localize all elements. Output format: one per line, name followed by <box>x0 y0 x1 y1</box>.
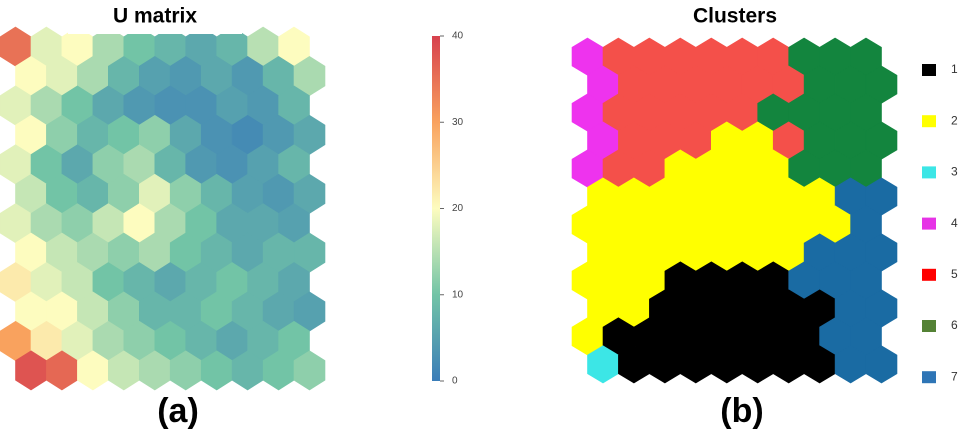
legend-label: 3 <box>951 165 958 179</box>
title-box <box>68 0 242 34</box>
legend-label: 6 <box>951 318 958 332</box>
legend-swatch <box>922 371 936 384</box>
clusters-title: Clusters <box>693 5 777 28</box>
legend-swatch <box>922 115 936 128</box>
colorbar <box>432 36 440 381</box>
legend: 1 2 3 4 5 6 7 <box>922 62 958 383</box>
tick-label: 0 <box>452 376 458 387</box>
u-matrix-title: U matrix <box>113 5 197 28</box>
panel-label: (b) <box>720 392 763 430</box>
tick-label: 30 <box>452 117 464 128</box>
cluster-map <box>571 37 898 384</box>
legend-label: 1 <box>951 62 958 76</box>
legend-swatch <box>922 217 936 230</box>
tick-label: 40 <box>452 31 464 42</box>
legend-label: 2 <box>951 113 958 127</box>
legend-swatch <box>922 320 936 332</box>
tick-label: 10 <box>452 289 464 300</box>
legend-swatch <box>922 166 936 179</box>
tick-label: 20 <box>452 203 464 214</box>
legend-swatch <box>922 268 936 281</box>
hex-cell <box>865 345 898 384</box>
hex-cell <box>293 350 326 391</box>
u-matrix-map <box>0 26 326 391</box>
legend-label: 5 <box>951 267 958 281</box>
legend-label: 4 <box>951 216 958 230</box>
legend-swatch <box>922 64 936 76</box>
colorbar-ticks: 0 10 20 30 40 <box>440 31 464 387</box>
legend-label: 7 <box>951 369 958 383</box>
panel-label: (a) <box>157 392 199 430</box>
